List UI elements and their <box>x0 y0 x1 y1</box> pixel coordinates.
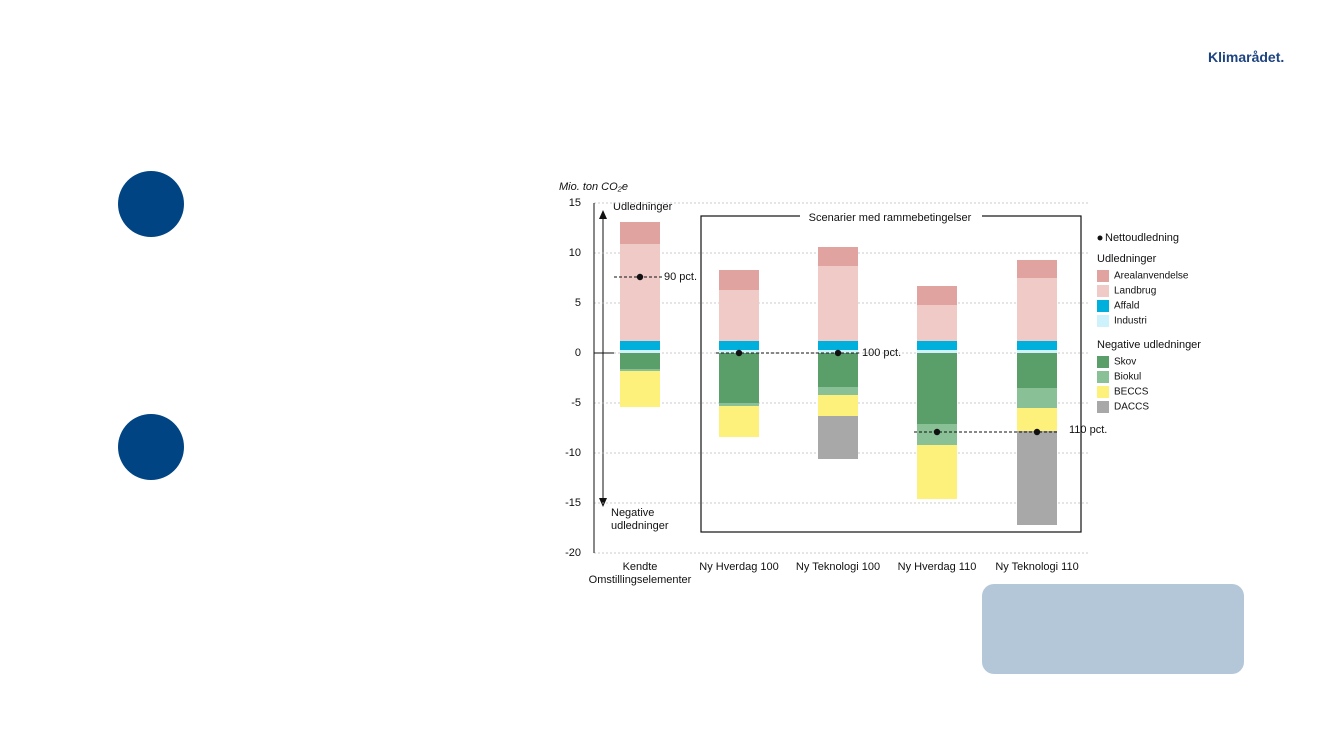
legend-heading: Udledninger <box>1097 253 1157 265</box>
bar-segment <box>917 350 957 353</box>
x-tick-label: Ny Hverdag 110 <box>897 561 977 573</box>
bar-segment <box>620 244 660 341</box>
bar-segment <box>1017 278 1057 341</box>
bar-segment <box>917 305 957 341</box>
legend-label: Industri <box>1114 316 1147 327</box>
net-label: 100 pct. <box>862 347 901 359</box>
decor-circle <box>118 171 184 237</box>
bar-segment <box>1017 431 1057 525</box>
decor-circle <box>118 414 184 480</box>
y-tick-label: 5 <box>575 297 581 309</box>
arrow-top-label: Udledninger <box>613 201 673 213</box>
legend-label: DACCS <box>1114 402 1149 413</box>
legend-label: Nettoudledning <box>1105 232 1179 244</box>
bar-segment <box>1017 260 1057 278</box>
bar-segment <box>1017 408 1057 431</box>
bar-segment <box>719 270 759 290</box>
y-tick-label: -20 <box>565 547 581 559</box>
net-label: 90 pct. <box>664 271 697 283</box>
legend-swatch <box>1097 371 1109 383</box>
legend-label: Arealanvendelse <box>1114 271 1189 282</box>
bar-segment <box>620 353 660 369</box>
bar-segment <box>818 416 858 459</box>
arrow-bottom-label: Negative udledninger <box>611 507 669 532</box>
legend-swatch <box>1097 315 1109 327</box>
logo: Klimarådet. <box>1208 49 1285 65</box>
net-dot <box>636 273 644 281</box>
legend-label: Skov <box>1114 357 1136 368</box>
legend-swatch <box>1097 401 1109 413</box>
legend-label: Landbrug <box>1114 286 1156 297</box>
bar-segment <box>818 353 858 387</box>
scenario-label-bg <box>800 210 982 224</box>
bar-segment <box>818 247 858 266</box>
net-dot <box>834 349 842 357</box>
legend-swatch <box>1097 270 1109 282</box>
bar-segment <box>818 266 858 341</box>
bar-segment <box>917 341 957 350</box>
legend-swatch <box>1097 386 1109 398</box>
net-dot <box>1033 428 1041 436</box>
bar-segment <box>1017 388 1057 408</box>
bar-segment <box>917 286 957 305</box>
bar-segment <box>620 222 660 244</box>
legend-swatch <box>1097 285 1109 297</box>
legend-label: Biokul <box>1114 372 1141 383</box>
bar-segment <box>620 350 660 353</box>
decor-box <box>982 584 1244 674</box>
x-tick-label: Ny Hverdag 100 <box>699 561 779 573</box>
y-axis-label: Mio. ton CO₂e <box>559 181 628 193</box>
legend-dot <box>1097 235 1103 241</box>
label-bg <box>610 200 678 214</box>
bar-segment <box>818 387 858 395</box>
legend-swatch <box>1097 356 1109 368</box>
legend-label: BECCS <box>1114 387 1149 398</box>
bar-segment <box>1017 341 1057 350</box>
bar-segment <box>917 445 957 499</box>
y-tick-label: -5 <box>571 397 581 409</box>
bar-segment <box>917 353 957 424</box>
legend-label: Affald <box>1114 301 1139 312</box>
y-tick-label: 15 <box>569 197 581 209</box>
x-tick-label: Ny Teknologi 100 <box>795 561 881 573</box>
bar-segment <box>620 369 660 371</box>
bar-segment <box>818 395 858 416</box>
bar-segment <box>719 406 759 437</box>
bar-segment <box>818 341 858 350</box>
net-dot <box>933 428 941 436</box>
bar-segment <box>1017 350 1057 353</box>
y-tick-label: -15 <box>565 497 581 509</box>
bar-segment <box>719 353 759 403</box>
bar-segment <box>719 403 759 406</box>
y-tick-label: 10 <box>569 247 581 259</box>
legend-swatch <box>1097 300 1109 312</box>
legend-heading: Negative udledninger <box>1097 339 1201 351</box>
x-tick-label: Kendte Omstillingselementer <box>588 561 692 586</box>
bar-segment <box>1017 353 1057 388</box>
bar-segment <box>620 341 660 350</box>
y-tick-label: -10 <box>565 447 581 459</box>
y-tick-label: 0 <box>575 347 581 359</box>
bar-segment <box>719 290 759 341</box>
net-label: 110 pct. <box>1069 424 1107 436</box>
x-tick-label: Ny Teknologi 110 <box>995 561 1079 573</box>
net-dot <box>735 349 743 357</box>
bar-segment <box>620 371 660 407</box>
bar-segment <box>719 341 759 350</box>
scenario-label: Scenarier med rammebetingelser <box>809 212 972 224</box>
